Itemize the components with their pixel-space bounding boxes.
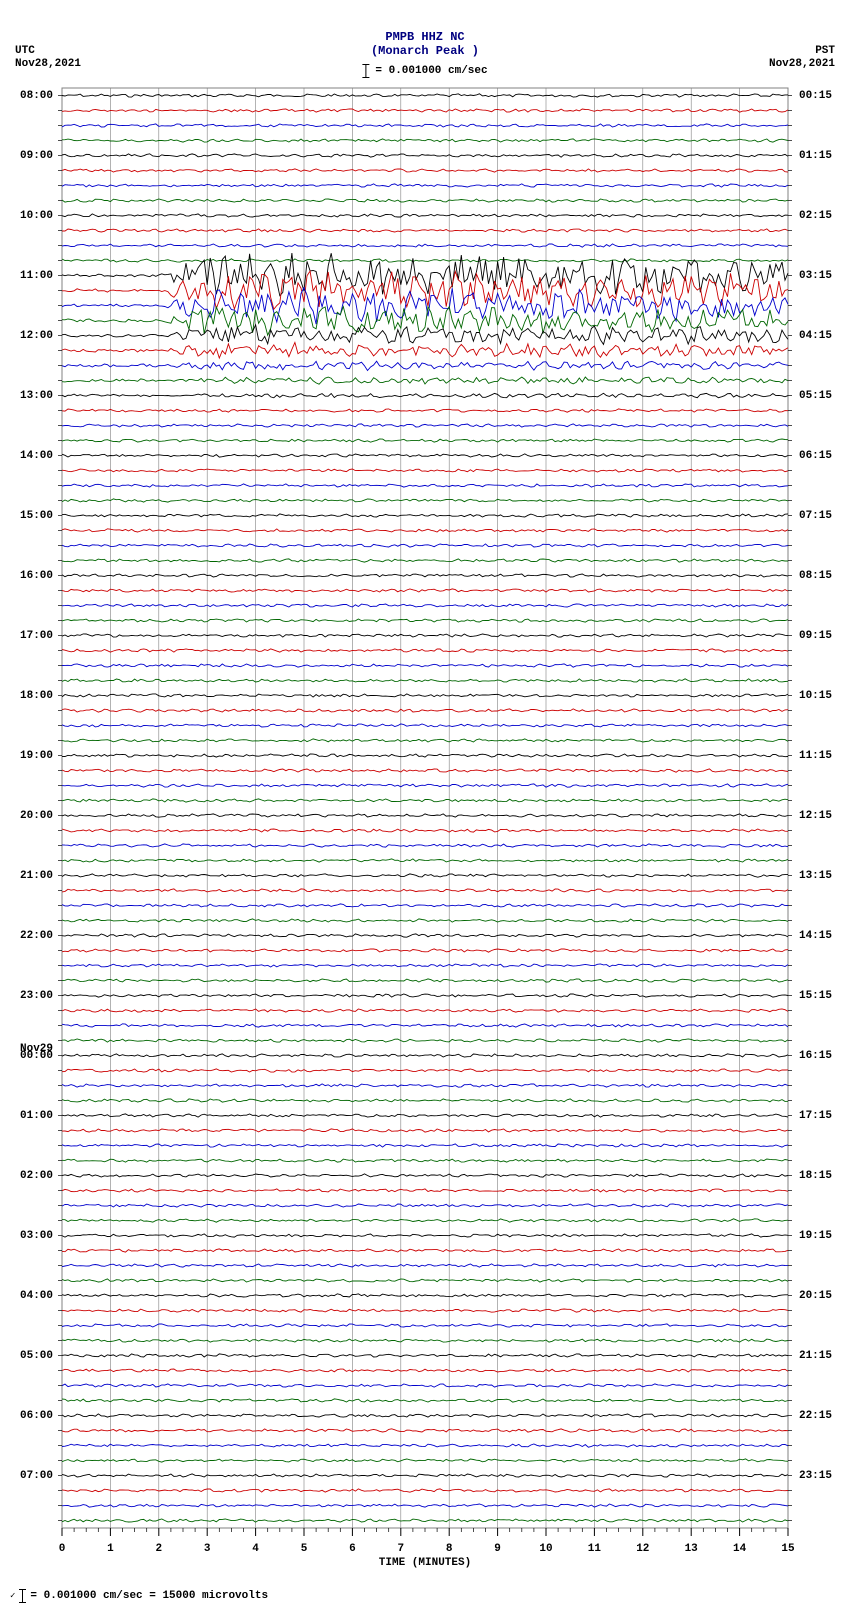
x-tick-label: 2 xyxy=(155,1543,162,1555)
pst-time-label: 05:15 xyxy=(799,390,832,402)
pst-time-label: 06:15 xyxy=(799,450,832,462)
utc-tz-label: UTC xyxy=(15,45,35,57)
utc-time-label: 23:00 xyxy=(20,990,53,1002)
utc-time-label: 08:00 xyxy=(20,90,53,102)
x-tick-label: 15 xyxy=(781,1543,794,1555)
x-tick-label: 12 xyxy=(636,1543,649,1555)
station-location: (Monarch Peak ) xyxy=(0,44,850,58)
pst-time-label: 13:15 xyxy=(799,870,832,882)
utc-time-label: 20:00 xyxy=(20,810,53,822)
x-tick-label: 4 xyxy=(252,1543,259,1555)
pst-time-label: 12:15 xyxy=(799,810,832,822)
utc-time-label: 09:00 xyxy=(20,150,53,162)
x-axis-title: TIME (MINUTES) xyxy=(379,1557,471,1569)
utc-time-label: 18:00 xyxy=(20,690,53,702)
pst-time-label: 08:15 xyxy=(799,570,832,582)
pst-time-label: 16:15 xyxy=(799,1050,832,1062)
pst-time-label: 03:15 xyxy=(799,270,832,282)
utc-time-label: 21:00 xyxy=(20,870,53,882)
scale-bar-bottom: ✓ = 0.001000 cm/sec = 15000 microvolts xyxy=(10,1589,268,1603)
x-tick-label: 9 xyxy=(494,1543,501,1555)
utc-time-label: 06:00 xyxy=(20,1410,53,1422)
x-tick-label: 8 xyxy=(446,1543,453,1555)
x-tick-label: 1 xyxy=(107,1543,114,1555)
utc-time-label: 12:00 xyxy=(20,330,53,342)
x-tick-label: 0 xyxy=(59,1543,66,1555)
utc-time-label: 05:00 xyxy=(20,1350,53,1362)
x-tick-label: 13 xyxy=(685,1543,698,1555)
pst-time-label: 07:15 xyxy=(799,510,832,522)
pst-time-label: 14:15 xyxy=(799,930,832,942)
utc-time-label: 00:00 xyxy=(20,1050,53,1062)
pst-time-label: 15:15 xyxy=(799,990,832,1002)
x-tick-label: 5 xyxy=(301,1543,308,1555)
utc-time-label: 03:00 xyxy=(20,1230,53,1242)
utc-time-label: 01:00 xyxy=(20,1110,53,1122)
pst-tz-label: PST xyxy=(815,45,835,57)
utc-date: Nov28,2021 xyxy=(15,58,81,70)
pst-time-label: 19:15 xyxy=(799,1230,832,1242)
utc-time-label: 02:00 xyxy=(20,1170,53,1182)
utc-time-label: 13:00 xyxy=(20,390,53,402)
x-tick-label: 11 xyxy=(588,1543,601,1555)
utc-time-label: 07:00 xyxy=(20,1470,53,1482)
pst-time-label: 18:15 xyxy=(799,1170,832,1182)
x-tick-label: 14 xyxy=(733,1543,746,1555)
scale-bar-label: = 0.001000 cm/sec xyxy=(375,65,487,77)
scale-bar-icon xyxy=(22,1589,23,1603)
scale-bar-icon xyxy=(365,64,366,78)
pst-time-label: 11:15 xyxy=(799,750,832,762)
utc-time-label: 17:00 xyxy=(20,630,53,642)
pst-time-label: 23:15 xyxy=(799,1470,832,1482)
pst-time-label: 00:15 xyxy=(799,90,832,102)
seismogram-container: PMPB HHZ NC (Monarch Peak ) UTC Nov28,20… xyxy=(0,0,850,1613)
pst-time-label: 02:15 xyxy=(799,210,832,222)
utc-time-label: 04:00 xyxy=(20,1290,53,1302)
utc-time-label: 15:00 xyxy=(20,510,53,522)
helicorder-plot xyxy=(62,88,788,1528)
header: PMPB HHZ NC (Monarch Peak ) xyxy=(0,30,850,58)
utc-time-label: 14:00 xyxy=(20,450,53,462)
pst-time-label: 01:15 xyxy=(799,150,832,162)
utc-time-label: 16:00 xyxy=(20,570,53,582)
pst-time-label: 04:15 xyxy=(799,330,832,342)
x-tick-label: 7 xyxy=(397,1543,404,1555)
station-code: PMPB HHZ NC xyxy=(0,30,850,44)
utc-time-label: 19:00 xyxy=(20,750,53,762)
x-tick-label: 3 xyxy=(204,1543,211,1555)
scale-bar-top: = 0.001000 cm/sec xyxy=(362,64,487,78)
x-tick-label: 10 xyxy=(539,1543,552,1555)
x-tick-label: 6 xyxy=(349,1543,356,1555)
pst-time-label: 21:15 xyxy=(799,1350,832,1362)
pst-time-label: 09:15 xyxy=(799,630,832,642)
utc-time-label: 11:00 xyxy=(20,270,53,282)
pst-date: Nov28,2021 xyxy=(769,58,835,70)
pst-time-label: 22:15 xyxy=(799,1410,832,1422)
pst-time-label: 10:15 xyxy=(799,690,832,702)
pst-time-label: 20:15 xyxy=(799,1290,832,1302)
pst-time-label: 17:15 xyxy=(799,1110,832,1122)
utc-time-label: 10:00 xyxy=(20,210,53,222)
footer-scale-label: = 0.001000 cm/sec = 15000 microvolts xyxy=(30,1590,268,1602)
utc-time-label: 22:00 xyxy=(20,930,53,942)
